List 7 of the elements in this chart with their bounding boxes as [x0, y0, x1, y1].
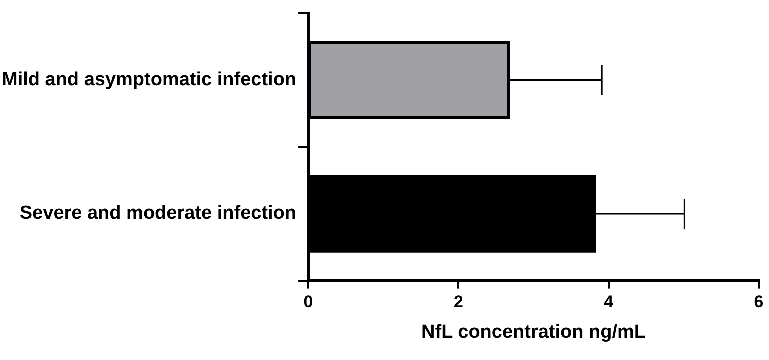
x-tick-label: 6: [754, 292, 764, 312]
x-axis-title: NfL concentration ng/mL: [422, 322, 646, 343]
x-tick-label: 0: [304, 292, 314, 312]
y-tick-label: Severe and moderate infection: [20, 203, 297, 224]
y-tick-label: Mild and asymptomatic infection: [2, 69, 297, 90]
x-tick-label: 4: [604, 292, 614, 312]
x-tick-label: 2: [454, 292, 464, 312]
